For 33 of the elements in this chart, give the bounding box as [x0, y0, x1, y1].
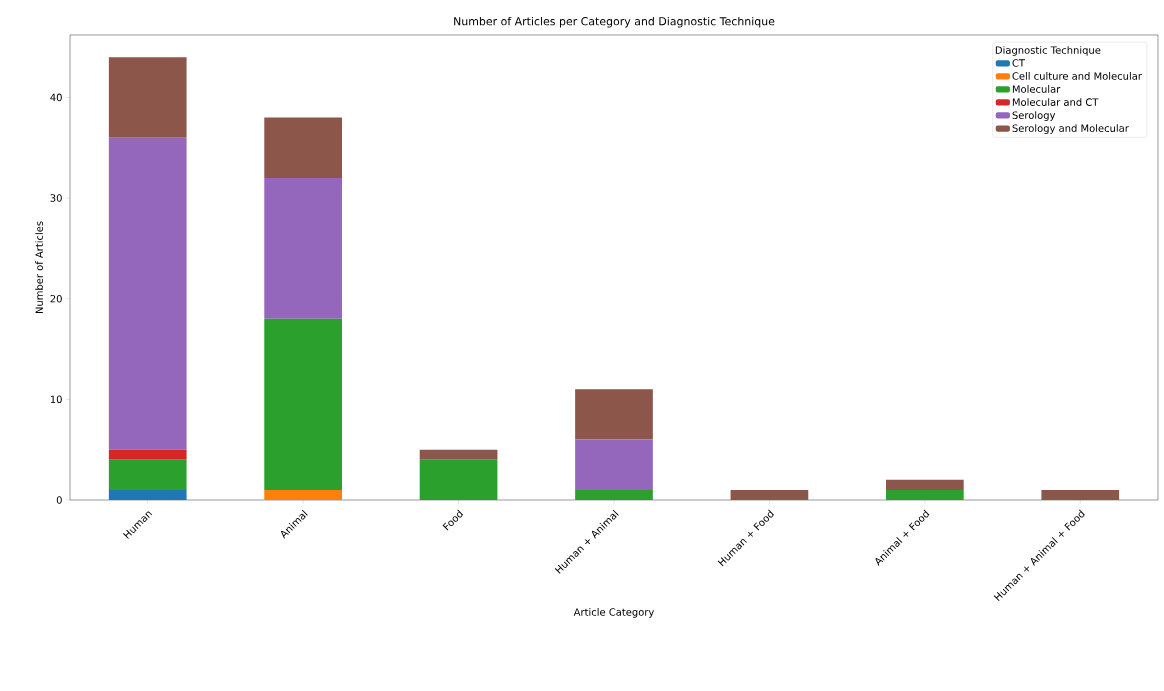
bar	[108, 57, 187, 138]
bar	[730, 489, 809, 500]
legend-label: Serology and Molecular	[1012, 124, 1129, 134]
bar	[1041, 489, 1120, 500]
bar	[575, 439, 653, 490]
bar	[885, 489, 964, 500]
chart-title: Number of Articles per Category and Diagnostic Technique	[454, 16, 775, 28]
y-tick-label: 10	[50, 395, 62, 404]
legend-title: Diagnostic Technique	[995, 46, 1101, 56]
legend-label: CT	[1012, 59, 1025, 67]
x-axis-title: Article Category	[573, 608, 655, 618]
bar	[419, 449, 498, 460]
bar	[264, 117, 342, 178]
y-tick-label: 30	[50, 194, 62, 202]
legend-label: Serology	[1012, 111, 1056, 121]
bar	[575, 389, 653, 440]
y-tick-label: 20	[50, 294, 62, 303]
bar	[264, 318, 342, 490]
bar	[108, 449, 187, 460]
bar	[108, 489, 187, 500]
bar	[108, 459, 187, 490]
bar	[419, 459, 498, 500]
legend-label: Cell culture and Molecular	[1012, 72, 1142, 80]
legend-label: Molecular	[1012, 85, 1061, 93]
bar	[885, 479, 964, 490]
y-tick-label: 40	[50, 93, 62, 102]
bar	[264, 489, 342, 500]
bar	[575, 489, 653, 500]
y-axis-title: Number of Articles	[35, 221, 43, 314]
legend-label: Molecular and CT	[1012, 98, 1099, 106]
bar	[264, 177, 342, 319]
y-tick-label: 0	[56, 496, 62, 504]
bar	[108, 137, 187, 450]
